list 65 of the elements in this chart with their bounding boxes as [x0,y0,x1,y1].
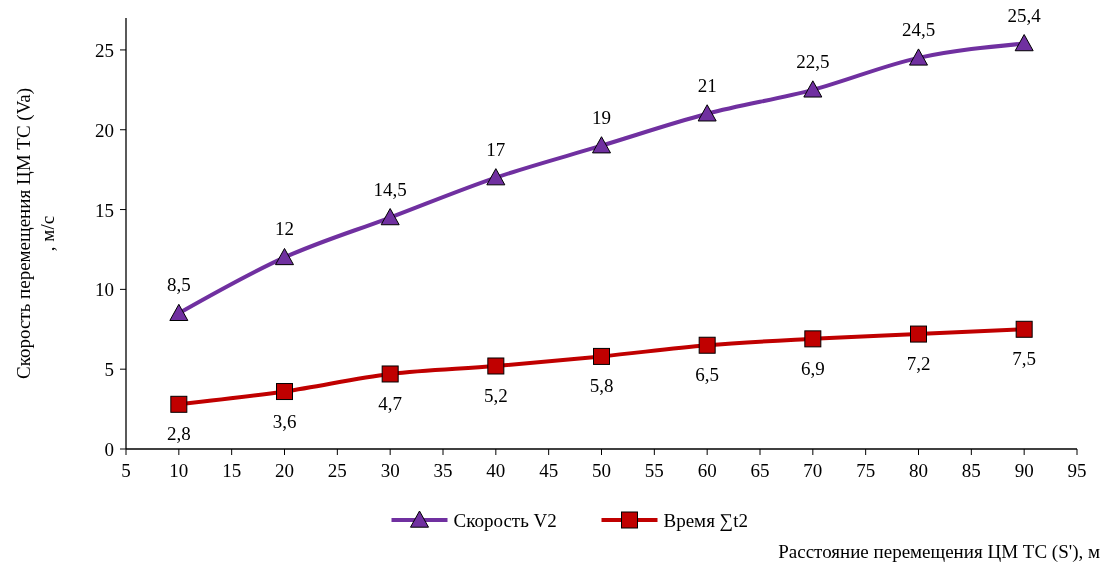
data-label: 6,5 [695,364,720,386]
point [910,325,927,343]
data-label: 2,8 [166,423,191,445]
x-tick-label: 20 [275,460,294,481]
y-axis-title: Скорость перемещения ЦМ ТС (Va) , м/с [13,87,58,380]
x-tick-label: 45 [539,460,559,481]
point [697,104,717,122]
x-tick-label: 85 [961,460,981,481]
x-axis-title: Расстояние перемещения ЦМ ТС (S'), м [778,541,1100,563]
x-tick-label: 30 [380,460,400,481]
x-tick-label: 55 [644,460,664,481]
x-tick-label: 90 [1014,460,1034,481]
point [486,168,506,186]
data-label: 7,2 [906,353,931,375]
point [170,395,188,413]
x-tick-label: 15 [222,460,242,481]
data-label: 6,9 [800,357,825,379]
point [487,357,505,375]
point [592,136,611,154]
y-tick-label: 5 [104,359,114,381]
data-label: 17 [486,138,506,160]
data-label: 5,2 [483,384,508,406]
legend-label: Скорость V2 [453,510,557,531]
point [169,303,189,322]
x-tick-label: 60 [697,460,717,481]
data-label: 5,8 [589,375,614,397]
x-tick-label: 65 [750,460,770,481]
x-tick-label: 50 [592,460,611,481]
y-tick-label: 0 [104,439,114,460]
x-tick-label: 75 [856,460,876,481]
point [803,80,823,98]
x-tick-label: 5 [121,460,131,481]
data-label: 22,5 [796,50,830,72]
y-tick-label: 20 [95,119,114,141]
x-tick-label: 70 [803,460,823,481]
data-label: 14,5 [373,178,407,200]
point [381,365,399,383]
data-label: 8,5 [166,274,191,296]
y-tick-label: 15 [95,199,114,221]
data-label: 25,4 [1007,4,1042,26]
point [1015,320,1033,338]
x-tick-label: 10 [169,460,189,481]
data-label: 24,5 [901,18,936,40]
data-label: 7,5 [1012,348,1037,370]
point [909,48,928,66]
legend-label: Время ∑t2 [663,510,748,532]
point [1014,34,1034,52]
point [698,336,716,354]
point [275,247,294,266]
y-tick-label: 25 [95,39,114,61]
x-tick-label: 40 [486,460,506,481]
point [593,347,610,365]
data-label: 12 [275,218,294,240]
x-tick-label: 95 [1067,460,1087,481]
data-label: 3,6 [272,410,297,432]
x-tick-label: 80 [909,460,928,481]
point [380,208,400,226]
x-tick-label: 25 [327,460,347,481]
point [276,383,293,401]
data-label: 4,7 [378,392,403,414]
x-tick-label: 35 [433,460,453,481]
y-tick-label: 10 [95,279,114,301]
data-label: 21 [697,74,717,96]
data-label: 19 [592,106,611,128]
point [804,330,822,348]
